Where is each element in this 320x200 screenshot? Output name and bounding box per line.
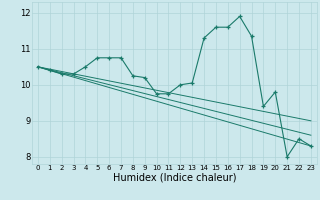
X-axis label: Humidex (Indice chaleur): Humidex (Indice chaleur) [113, 173, 236, 183]
